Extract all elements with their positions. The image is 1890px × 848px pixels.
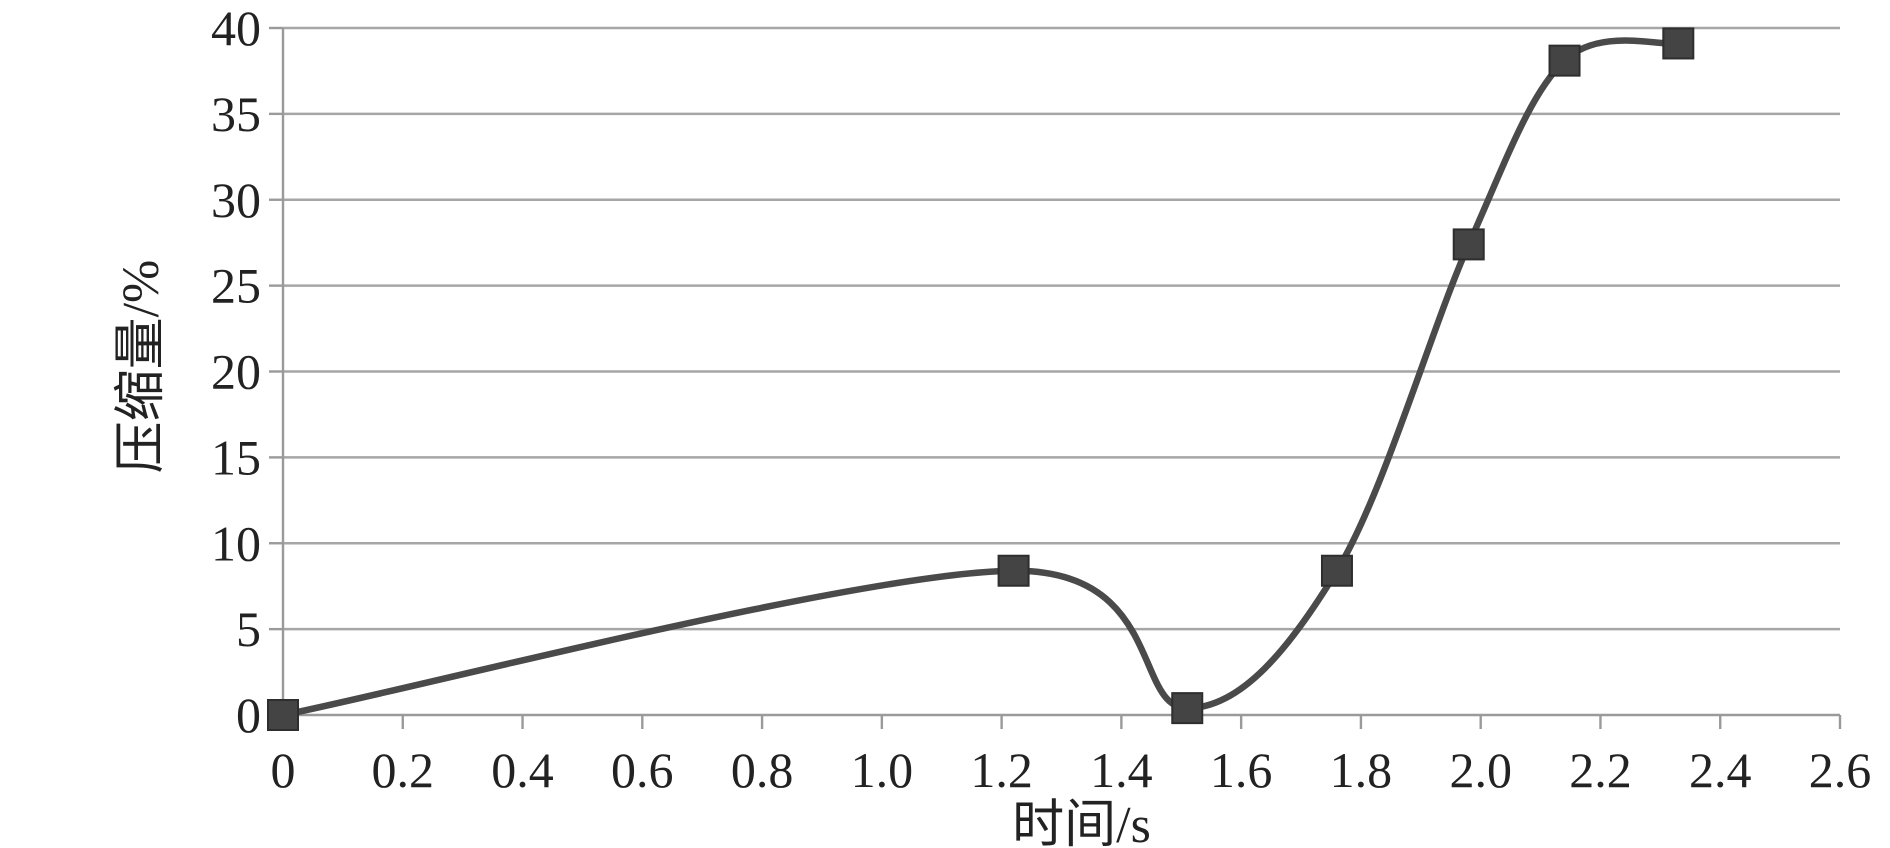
y-axis-title: 压缩量/% — [113, 260, 170, 474]
x-tick-label: 1.4 — [1090, 742, 1153, 798]
data-point-marker — [267, 699, 299, 731]
markers — [267, 27, 1695, 731]
data-point-marker — [1548, 44, 1581, 77]
data-point-marker — [997, 554, 1030, 587]
x-axis-title: 时间/s — [1012, 797, 1151, 848]
x-tick-label: 0 — [271, 742, 296, 798]
y-tick-label: 20 — [211, 344, 261, 400]
series-line — [279, 37, 1682, 719]
x-tick-label: 2.4 — [1689, 742, 1752, 798]
y-tick-label: 35 — [211, 86, 261, 142]
y-tick-labels: 0 5 10 15 20 25 30 35 40 — [211, 0, 261, 743]
x-tick-label: 2.2 — [1569, 742, 1632, 798]
y-tick-label: 15 — [211, 429, 261, 485]
axes — [269, 26, 1842, 729]
x-tick-label: 1.8 — [1330, 742, 1393, 798]
x-tick-label: 0.6 — [611, 742, 674, 798]
y-tick-label: 0 — [236, 687, 261, 743]
y-tick-label: 30 — [211, 172, 261, 228]
y-tick-label: 5 — [236, 601, 261, 657]
y-tick-label: 25 — [211, 258, 261, 314]
data-point-marker — [1662, 27, 1695, 60]
data-point-marker — [1171, 692, 1204, 725]
data-point-marker — [1452, 228, 1485, 261]
x-tick-label: 1.6 — [1210, 742, 1273, 798]
x-tick-label: 2.0 — [1449, 742, 1512, 798]
y-tick-label: 40 — [211, 0, 261, 56]
x-tick-label: 1.0 — [851, 742, 914, 798]
data-point-marker — [1320, 554, 1353, 587]
x-tick-label: 2.6 — [1809, 742, 1872, 798]
x-tick-label: 1.2 — [970, 742, 1033, 798]
x-tick-label: 0.2 — [372, 742, 435, 798]
x-tick-label: 0.4 — [491, 742, 554, 798]
x-tick-label: 0.8 — [731, 742, 794, 798]
y-tick-label: 10 — [211, 515, 261, 571]
x-tick-labels: 0 0.2 0.4 0.6 0.8 1.0 1.2 1.4 1.6 1.8 2.0 2.2 2.4 2.6 — [271, 742, 1872, 798]
series — [279, 37, 1682, 719]
gridlines — [283, 26, 1840, 631]
